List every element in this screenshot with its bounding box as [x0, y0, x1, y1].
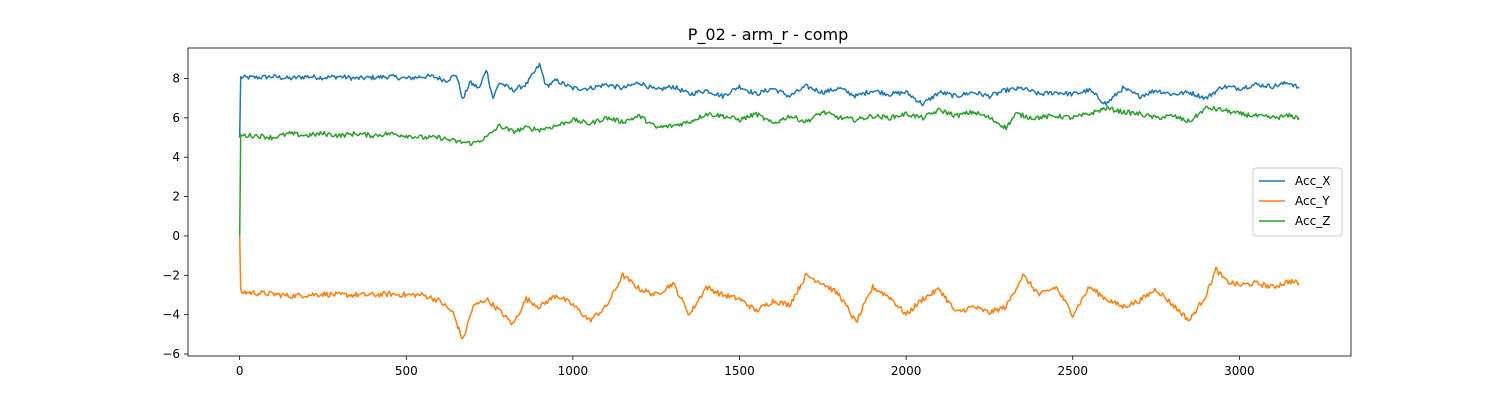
y-tick-label: 4 — [172, 150, 180, 164]
x-tick-label: 3000 — [1224, 364, 1255, 378]
x-tick-label: 1500 — [724, 364, 755, 378]
y-tick-label: −6 — [162, 347, 180, 361]
series-line-acc-y — [238, 235, 1300, 340]
legend-label: Acc_Z — [1295, 214, 1330, 228]
y-tick-label: 6 — [172, 111, 180, 125]
x-axis: 0 500 1000 1500 2000 2500 3000 — [236, 356, 1255, 378]
x-tick-label: 1000 — [558, 364, 589, 378]
y-tick-label: 8 — [172, 72, 180, 86]
x-tick-label: 2000 — [891, 364, 922, 378]
x-tick-label: 2500 — [1057, 364, 1088, 378]
x-tick-label: 0 — [236, 364, 244, 378]
y-axis: −6 −4 −2 0 2 4 6 8 — [162, 72, 188, 361]
legend-frame — [1252, 167, 1343, 237]
plot-frame — [187, 47, 1352, 357]
y-tick-label: 2 — [172, 190, 180, 204]
legend-label: Acc_Y — [1295, 194, 1330, 208]
y-tick-label: 0 — [172, 229, 180, 243]
chart-title: P_02 - arm_r - comp — [688, 25, 849, 45]
series-line-acc-x — [238, 62, 1300, 138]
y-tick-label: −2 — [162, 268, 180, 282]
legend-label: Acc_X — [1295, 174, 1330, 188]
plot-lines — [238, 62, 1300, 340]
x-tick-label: 500 — [395, 364, 418, 378]
y-tick-label: −4 — [162, 308, 180, 322]
series-line-acc-z — [238, 105, 1300, 236]
legend: Acc_X Acc_Y Acc_Z — [1252, 167, 1343, 237]
